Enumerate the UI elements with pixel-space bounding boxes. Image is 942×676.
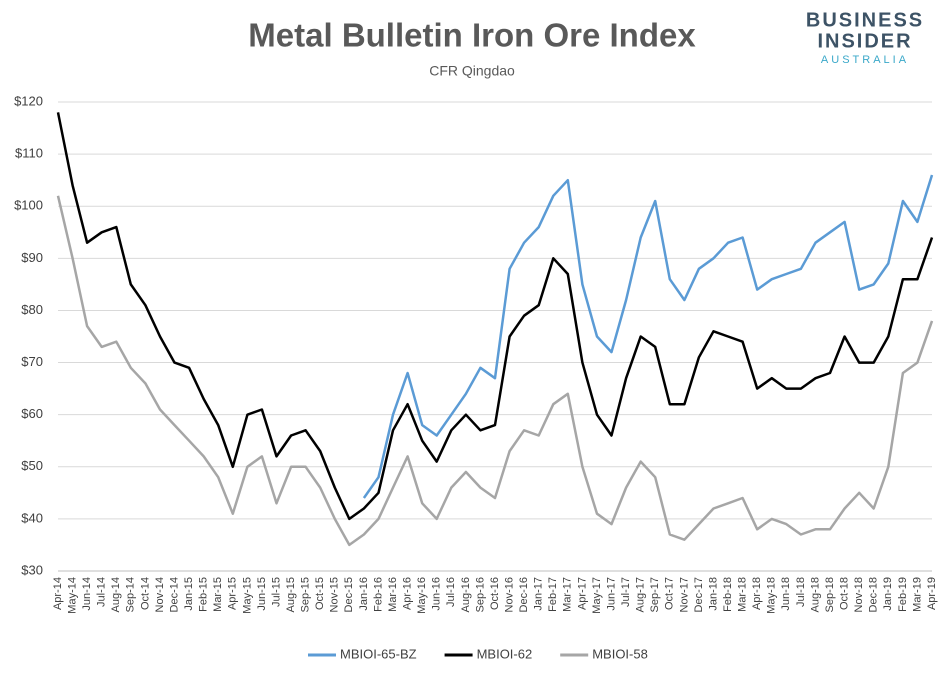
x-tick-label: Feb-19 [897, 577, 909, 612]
x-tick-label: Dec-16 [518, 577, 530, 612]
x-tick-label: Jan-18 [707, 577, 719, 611]
x-tick-label: Jun-17 [605, 577, 617, 611]
x-tick-label: Apr-16 [402, 577, 414, 610]
x-tick-label: Mar-16 [387, 577, 399, 612]
x-tick-label: Jun-16 [431, 577, 443, 611]
x-tick-label: Aug-15 [285, 577, 297, 612]
y-tick-label: $30 [21, 562, 43, 577]
x-tick-label: Dec-17 [693, 577, 705, 612]
x-tick-label: Jan-16 [358, 577, 370, 611]
x-tick-label: Jul-15 [270, 577, 282, 607]
series-line [56, 195, 934, 547]
x-tick-label: May-15 [241, 577, 253, 614]
x-tick-label: Oct-16 [489, 577, 501, 610]
x-tick-label: Aug-18 [809, 577, 821, 612]
x-tick-label: Mar-17 [562, 577, 574, 612]
series-line [362, 174, 934, 499]
y-tick-label: $90 [21, 250, 43, 265]
x-tick-label: Mar-19 [911, 577, 923, 612]
x-tick-label: Jun-15 [256, 577, 268, 611]
x-tick-label: Jan-17 [533, 577, 545, 611]
x-tick-label: Sep-18 [824, 577, 836, 612]
chart-title: Metal Bulletin Iron Ore Index [248, 17, 696, 54]
x-tick-label: Dec-14 [168, 577, 180, 612]
x-tick-label: Feb-17 [547, 577, 559, 612]
y-tick-label: $80 [21, 302, 43, 317]
y-tick-label: $110 [15, 146, 43, 161]
y-tick-label: $100 [14, 198, 43, 213]
brand-line: INSIDER [817, 30, 912, 52]
x-tick-label: Jul-17 [620, 577, 632, 607]
x-tick-label: Oct-18 [839, 577, 851, 610]
x-tick-label: Nov-14 [154, 577, 166, 612]
x-tick-label: Nov-15 [329, 577, 341, 612]
chart-subtitle: CFR Qingdao [429, 63, 515, 79]
x-tick-label: Apr-19 [926, 577, 938, 610]
x-tick-label: Jan-15 [183, 577, 195, 611]
x-tick-label: May-14 [66, 577, 78, 614]
x-tick-label: Mar-15 [212, 577, 224, 612]
x-tick-label: Oct-15 [314, 577, 326, 610]
x-tick-label: Feb-18 [722, 577, 734, 612]
x-tick-label: Dec-18 [868, 577, 880, 612]
legend-label: MBIOI-62 [477, 646, 533, 661]
legend-label: MBIOI-65-BZ [340, 646, 417, 661]
x-tick-label: Jul-18 [795, 577, 807, 607]
x-tick-label: Aug-14 [110, 577, 122, 612]
x-tick-label: Jun-14 [81, 577, 93, 611]
legend-label: MBIOI-58 [592, 646, 648, 661]
x-tick-label: Apr-15 [227, 577, 239, 610]
y-tick-label: $120 [14, 93, 43, 108]
x-tick-label: Oct-14 [139, 577, 151, 610]
x-tick-label: Dec-15 [343, 577, 355, 612]
x-tick-label: Feb-15 [198, 577, 210, 612]
x-tick-label: May-18 [766, 577, 778, 614]
brand-line: BUSINESS [806, 9, 924, 31]
x-tick-label: Sep-14 [125, 577, 137, 612]
x-tick-label: Sep-16 [474, 577, 486, 612]
x-tick-label: Feb-16 [372, 577, 384, 612]
x-tick-label: Jul-16 [445, 577, 457, 607]
brand-line: AUSTRALIA [821, 54, 909, 66]
x-tick-label: May-17 [591, 577, 603, 614]
y-tick-label: $60 [21, 406, 43, 421]
x-tick-label: Nov-17 [678, 577, 690, 612]
y-tick-label: $40 [21, 510, 43, 525]
y-tick-label: $70 [21, 354, 43, 369]
series-line [56, 112, 934, 521]
x-tick-label: Mar-18 [737, 577, 749, 612]
x-tick-label: Apr-14 [52, 577, 64, 610]
x-tick-label: Apr-17 [576, 577, 588, 610]
x-tick-label: Aug-17 [635, 577, 647, 612]
x-tick-label: Jan-19 [882, 577, 894, 611]
x-tick-label: Oct-17 [664, 577, 676, 610]
x-tick-label: Nov-18 [853, 577, 865, 612]
y-tick-label: $50 [21, 458, 43, 473]
x-tick-label: Jul-14 [96, 577, 108, 607]
x-tick-label: May-16 [416, 577, 428, 614]
x-tick-label: Aug-16 [460, 577, 472, 612]
x-tick-label: Sep-17 [649, 577, 661, 612]
x-tick-label: Apr-18 [751, 577, 763, 610]
x-tick-label: Nov-16 [503, 577, 515, 612]
x-tick-label: Jun-18 [780, 577, 792, 611]
x-tick-label: Sep-15 [300, 577, 312, 612]
